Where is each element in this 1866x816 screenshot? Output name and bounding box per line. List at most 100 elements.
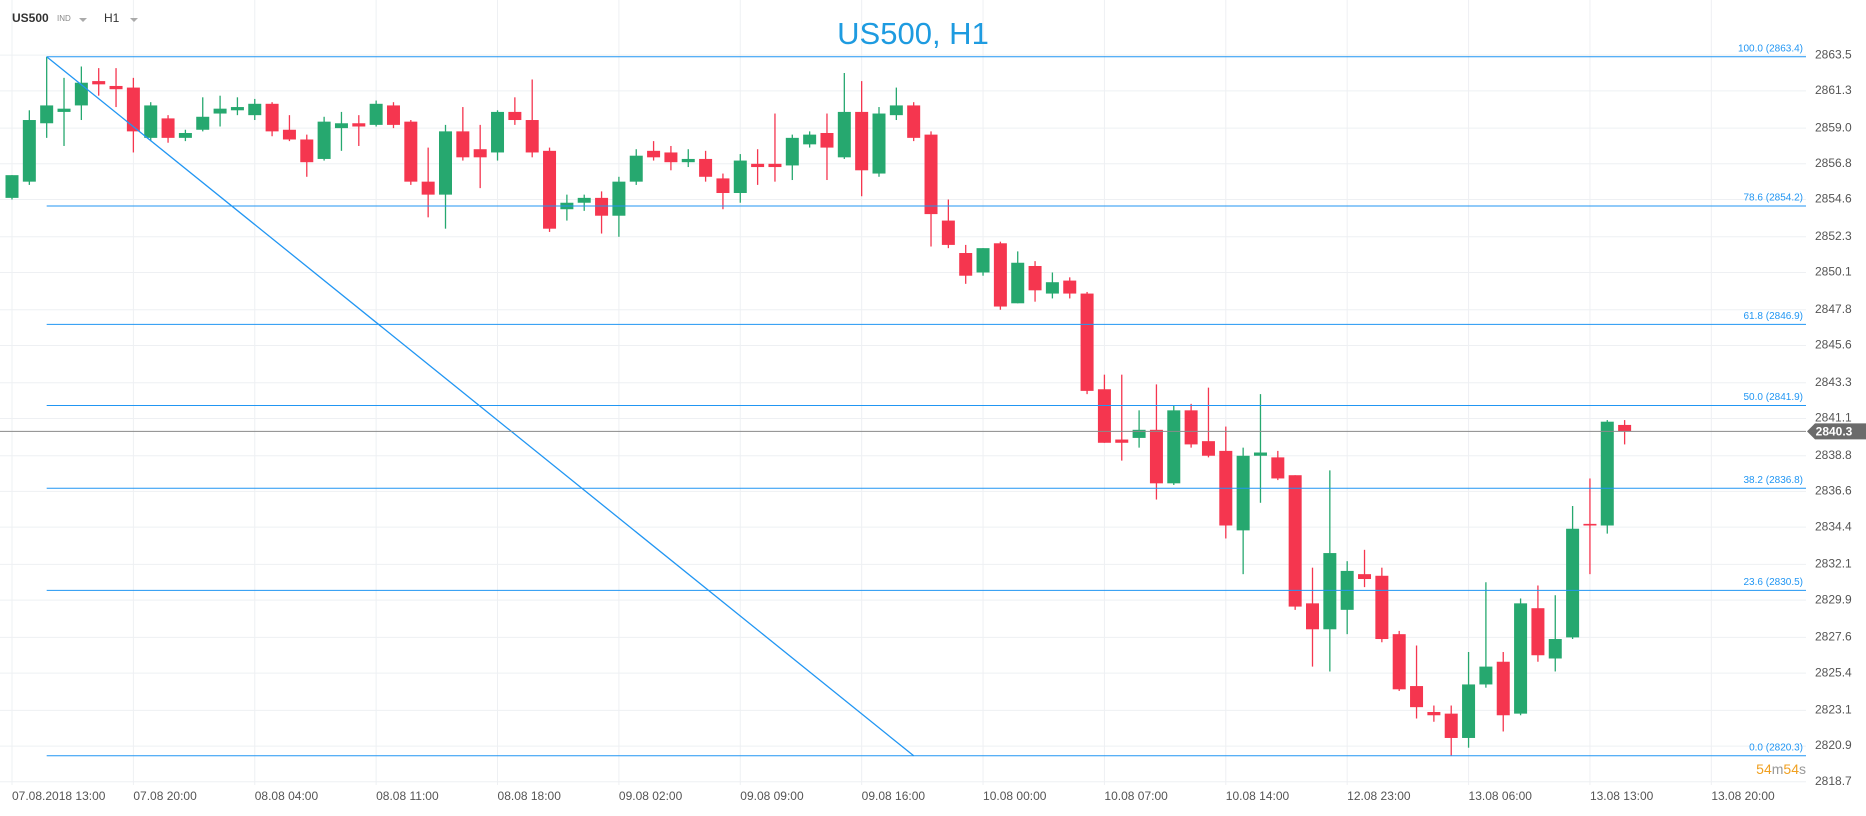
y-tick-label: 2861.3 (1815, 83, 1852, 97)
x-tick-label: 07.08 20:00 (133, 789, 197, 803)
candle-body (1132, 429, 1146, 438)
x-tick-label: 08.08 11:00 (376, 789, 439, 803)
candle-body (1028, 265, 1042, 291)
x-tick-label: 09.08 16:00 (862, 789, 926, 803)
countdown-part: s (1799, 761, 1806, 777)
candle-body (317, 121, 331, 159)
candle-body (5, 175, 19, 198)
y-tick-label: 2843.3 (1815, 375, 1852, 389)
candle-body (473, 149, 487, 158)
y-tick-label: 2845.6 (1815, 338, 1852, 352)
candle-body (1080, 293, 1094, 391)
x-tick-label: 09.08 09:00 (740, 789, 804, 803)
y-tick-label: 2834.4 (1815, 519, 1852, 533)
candle-body (768, 163, 782, 168)
candle-body (334, 123, 348, 129)
candle-body (1045, 282, 1059, 294)
candle-body (1358, 574, 1372, 580)
candle-body (1288, 475, 1302, 607)
y-tick-label: 2856.8 (1815, 156, 1852, 170)
candle-body (57, 108, 71, 112)
candle-body (612, 181, 626, 216)
countdown-part: m (1772, 761, 1784, 777)
y-tick-label: 2841.1 (1815, 411, 1852, 425)
candle-body (300, 139, 314, 163)
candle-body (976, 248, 990, 273)
candle-body (369, 103, 383, 125)
fib-label: 78.6 (2854.2) (1744, 193, 1804, 204)
y-tick-label: 2850.1 (1815, 265, 1852, 279)
current-price-tag (1807, 423, 1866, 440)
candle-body (1618, 424, 1632, 432)
candle-body (282, 129, 296, 140)
y-tick-label: 2847.8 (1815, 302, 1852, 316)
candle-body (74, 82, 88, 106)
candle-body (1115, 439, 1129, 443)
candle-body (196, 116, 210, 130)
timeframe[interactable]: H1 (104, 11, 120, 25)
candle-body (1184, 410, 1198, 445)
candle-body (543, 150, 557, 229)
fib-trend-line (46, 56, 915, 757)
candle-body (1566, 528, 1580, 638)
y-tick-label: 2823.1 (1815, 703, 1852, 717)
y-tick-label: 2825.4 (1815, 665, 1852, 679)
candle-body (872, 113, 886, 174)
candle-body (785, 137, 799, 166)
candle-body (1444, 713, 1458, 738)
candle-body (664, 152, 678, 163)
candle-body (907, 105, 921, 138)
chart-title: US500, H1 (837, 16, 989, 51)
candle-body (1253, 452, 1267, 456)
y-tick-label: 2827.6 (1815, 630, 1852, 644)
market: IND (57, 14, 71, 23)
fib-label: 100.0 (2863.4) (1738, 43, 1803, 54)
candle-body (525, 120, 539, 153)
grid (0, 0, 1806, 785)
candle-body (1271, 457, 1285, 479)
candle-body (386, 105, 400, 125)
candle-body (837, 111, 851, 158)
candle-body (577, 197, 591, 203)
y-tick-label: 2859.0 (1815, 120, 1852, 134)
candle-body (820, 132, 834, 148)
x-tick-label: 07.08.2018 13:00 (12, 789, 106, 803)
timeframe-dropdown[interactable] (130, 18, 138, 22)
candle-body (1531, 608, 1545, 656)
countdown-part: 54 (1756, 761, 1772, 777)
candle-body (1548, 639, 1562, 659)
x-tick-label: 08.08 18:00 (498, 789, 562, 803)
candle-body (1011, 262, 1025, 304)
candle-body (941, 220, 955, 245)
candle-body (161, 118, 175, 138)
candle-body (92, 81, 106, 85)
candle-body (1462, 684, 1476, 738)
fib-label: 61.8 (2846.9) (1744, 311, 1804, 322)
fib-label: 38.2 (2836.8) (1744, 475, 1804, 486)
candle-body (126, 87, 140, 132)
candle-body (716, 178, 730, 194)
candle-body (1583, 523, 1597, 526)
y-tick-label: 2829.9 (1815, 592, 1852, 606)
candle-body (508, 111, 522, 121)
x-tick-label: 08.08 04:00 (255, 789, 319, 803)
candle-body (1600, 421, 1614, 526)
countdown-part: 54 (1783, 761, 1799, 777)
y-tick-label: 2820.9 (1815, 738, 1852, 752)
candle-body (213, 108, 227, 114)
symbol-dropdown[interactable] (79, 18, 87, 22)
current-price-label: 2840.3 (1816, 425, 1853, 439)
candle-body (733, 160, 747, 194)
candle-body (1479, 666, 1493, 685)
x-tick-label: 12.08 23:00 (1347, 789, 1411, 803)
candle-body (22, 120, 36, 182)
candle-body (1496, 661, 1510, 716)
candle-body (889, 105, 903, 116)
candle-body (491, 111, 505, 153)
countdown: 54m54s (1756, 761, 1806, 777)
candle-body (1427, 712, 1441, 716)
candle-body (404, 121, 418, 182)
symbol[interactable]: US500 (12, 11, 49, 25)
